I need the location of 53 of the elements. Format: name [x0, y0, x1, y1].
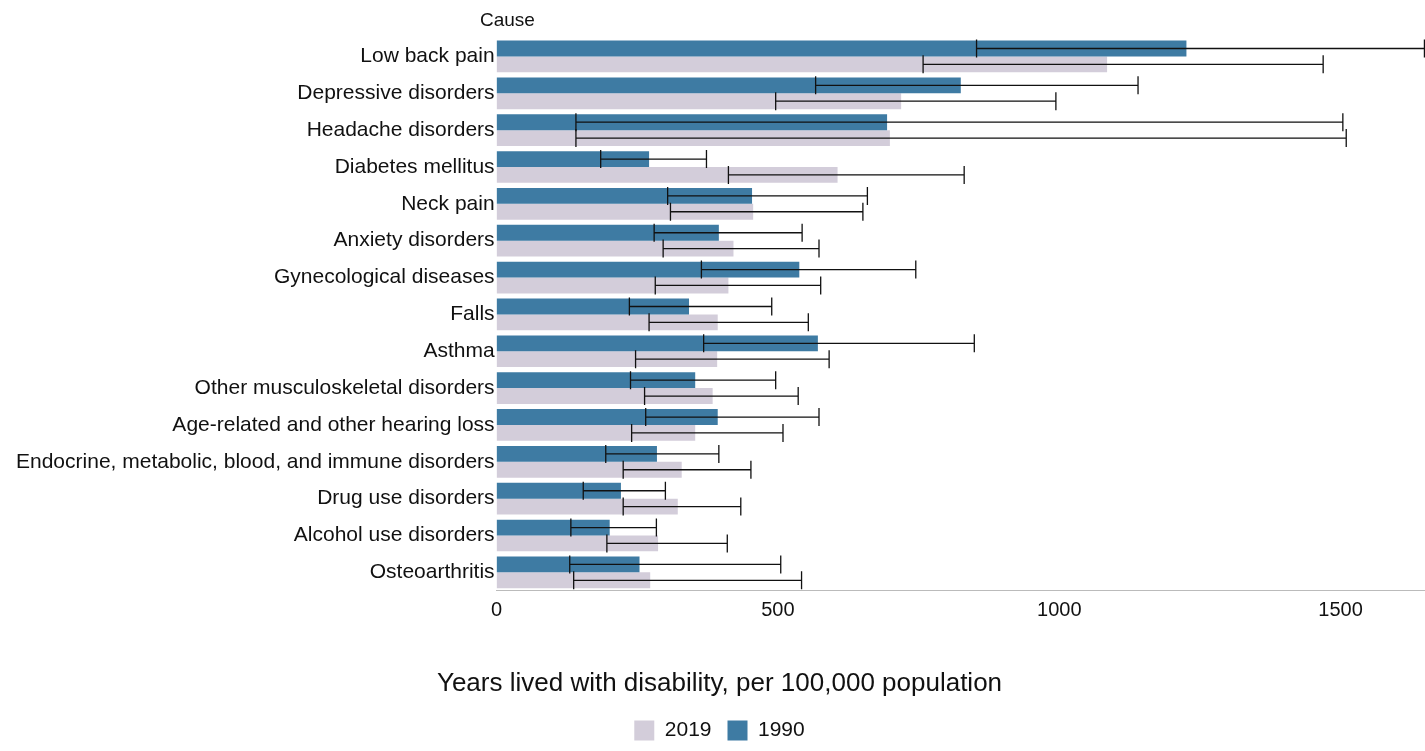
y-tick-label: Diabetes mellitus	[334, 153, 495, 177]
bar	[496, 77, 961, 94]
y-tick-label: Gynecological diseases	[273, 264, 495, 288]
bar	[496, 40, 1187, 57]
x-tick-label: 1000	[1037, 598, 1082, 621]
bar	[496, 335, 818, 352]
bar	[496, 572, 651, 589]
y-tick-label: Age-related and other hearing loss	[172, 411, 495, 435]
bar	[496, 535, 659, 552]
bar	[496, 409, 718, 425]
bar	[496, 56, 1108, 73]
bar	[496, 166, 838, 183]
bar	[496, 187, 753, 204]
x-tick-label: 500	[761, 598, 795, 621]
bar	[496, 151, 650, 167]
bar	[496, 114, 888, 131]
y-axis-title: Cause	[480, 9, 535, 31]
y-tick-label: Headache disorders	[306, 116, 495, 140]
bar	[496, 388, 713, 404]
bar	[496, 519, 610, 536]
y-tick-label: Falls	[450, 301, 495, 325]
y-tick-label: Anxiety disorders	[333, 227, 495, 251]
bar	[496, 224, 719, 241]
y-tick-label: Depressive disorders	[297, 80, 495, 104]
bar	[496, 424, 696, 441]
bar	[496, 482, 621, 499]
x-tick-label: 0	[491, 598, 503, 621]
bar	[496, 372, 696, 389]
y-tick-label: Low back pain	[360, 43, 495, 67]
bar	[496, 277, 729, 294]
y-tick-label: Drug use disorders	[317, 485, 495, 509]
bar	[496, 261, 800, 278]
bar	[496, 351, 718, 368]
bar	[496, 314, 718, 331]
x-tick-label: 1500	[1318, 598, 1363, 621]
bar	[496, 445, 657, 462]
bar	[496, 298, 690, 315]
y-tick-label: Other musculoskeletal disorders	[194, 374, 495, 398]
bar	[496, 556, 640, 573]
legend-title: Years lived with disability, per 100,000 population	[436, 666, 1003, 697]
y-tick-label: Neck pain	[401, 190, 495, 214]
y-tick-label: Endocrine, metabolic, blood, and immune disorders	[16, 448, 495, 472]
bar	[496, 240, 734, 257]
y-tick-label: Alcohol use disorders	[293, 522, 495, 546]
legend-label: 1990	[758, 717, 805, 741]
y-tick-label: Asthma	[423, 338, 495, 362]
bar	[496, 461, 682, 478]
y-tick-label: Osteoarthritis	[369, 559, 495, 583]
bar	[496, 203, 754, 220]
bar	[496, 130, 890, 146]
bar	[496, 498, 678, 515]
bar	[496, 93, 902, 110]
legend-label: 2019	[664, 717, 712, 741]
